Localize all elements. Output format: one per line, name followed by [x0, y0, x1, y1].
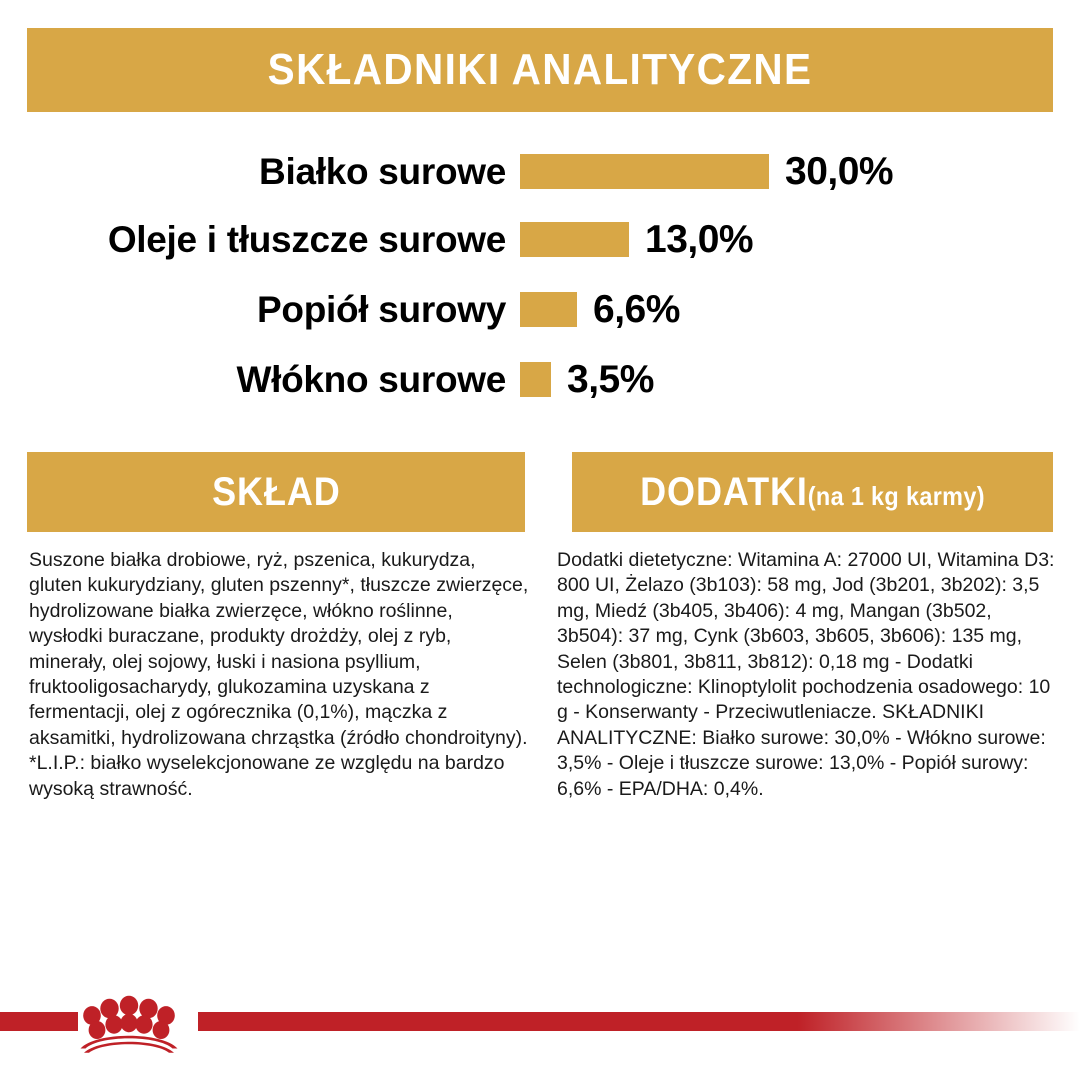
additives-banner-sub: (na 1 kg karmy)	[807, 480, 985, 511]
chart-category-label: Popiół surowy	[257, 288, 506, 330]
footer-rule-left	[0, 1012, 78, 1031]
additives-text-column: Dodatki dietetyczne: Witamina A: 27000 U…	[557, 548, 1057, 802]
chart-row: Włókno surowe 3,5%	[27, 348, 1053, 410]
chart-bar-group: 30,0%	[520, 152, 1053, 191]
chart-bar	[520, 291, 577, 327]
additives-banner-main: DODATKI	[640, 469, 808, 514]
chart-bar	[520, 221, 629, 257]
additives-banner-title: DODATKI(na 1 kg karmy)	[640, 470, 985, 515]
chart-value-label: 3,5%	[567, 357, 654, 401]
chart-value-label: 6,6%	[593, 287, 680, 331]
royal-canin-crown-icon	[80, 995, 178, 1053]
analytical-constituents-chart: Białko surowe 30,0% Oleje i tłuszcze sur…	[27, 140, 1053, 430]
composition-banner-title: SKŁAD	[211, 469, 341, 514]
chart-bar-group: 13,0%	[520, 220, 1053, 259]
chart-bar-group: 6,6%	[520, 290, 1053, 329]
additives-banner: DODATKI(na 1 kg karmy)	[572, 452, 1053, 532]
page-title: SKŁADNIKI ANALITYCZNE	[267, 45, 813, 94]
chart-row: Popiół surowy 6,6%	[27, 278, 1053, 340]
chart-category-label: Włókno surowe	[236, 358, 507, 400]
chart-row: Białko surowe 30,0%	[27, 140, 1053, 202]
chart-category-label: Oleje i tłuszcze surowe	[107, 218, 506, 260]
analytical-constituents-banner: SKŁADNIKI ANALITYCZNE	[27, 28, 1053, 112]
chart-bar	[520, 361, 551, 397]
chart-value-label: 30,0%	[785, 149, 894, 193]
composition-banner: SKŁAD	[27, 452, 525, 532]
additives-body: Dodatki dietetyczne: Witamina A: 27000 U…	[557, 549, 1055, 800]
chart-category-label: Białko surowe	[259, 150, 506, 192]
chart-bar	[520, 153, 769, 189]
composition-body: Suszone białka drobiowe, ryż, pszenica, …	[29, 549, 529, 800]
footer-rule-right	[198, 1012, 1080, 1031]
chart-value-label: 13,0%	[645, 217, 754, 261]
composition-text-column: Suszone białka drobiowe, ryż, pszenica, …	[29, 548, 529, 802]
chart-row: Oleje i tłuszcze surowe 13,0%	[27, 208, 1053, 270]
chart-bar-group: 3,5%	[520, 360, 1053, 399]
brand-footer	[0, 993, 1080, 1053]
